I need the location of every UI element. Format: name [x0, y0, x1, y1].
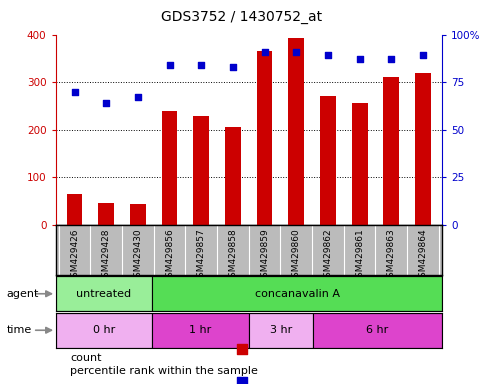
Text: 3 hr: 3 hr	[270, 325, 292, 335]
Bar	[415, 73, 431, 225]
Point	[71, 89, 78, 95]
Text: GDS3752 / 1430752_at: GDS3752 / 1430752_at	[161, 10, 322, 23]
Point	[238, 346, 245, 352]
Bar	[256, 51, 272, 225]
Text: percentile rank within the sample: percentile rank within the sample	[70, 366, 258, 376]
Text: GSM429857: GSM429857	[197, 228, 206, 283]
Bar	[193, 116, 209, 225]
Point	[229, 64, 237, 70]
Bar	[67, 194, 83, 225]
Point	[238, 379, 245, 384]
Text: GSM429860: GSM429860	[292, 228, 301, 283]
Text: GSM429862: GSM429862	[324, 228, 332, 283]
Bar	[152, 313, 249, 348]
Point	[387, 56, 395, 62]
Text: GSM429864: GSM429864	[418, 228, 427, 283]
Point	[198, 62, 205, 68]
Text: 6 hr: 6 hr	[367, 325, 389, 335]
Text: GSM429859: GSM429859	[260, 228, 269, 283]
Bar	[162, 111, 177, 225]
Text: GSM429863: GSM429863	[387, 228, 396, 283]
Bar	[320, 96, 336, 225]
Bar	[152, 276, 442, 311]
Bar	[130, 204, 146, 225]
Bar	[313, 313, 442, 348]
Text: untreated: untreated	[76, 289, 131, 299]
Text: count: count	[70, 353, 101, 363]
Point	[166, 62, 173, 68]
Bar	[249, 313, 313, 348]
Bar	[384, 77, 399, 225]
Bar	[288, 38, 304, 225]
Point	[134, 94, 142, 100]
Text: GSM429858: GSM429858	[228, 228, 238, 283]
Point	[419, 52, 427, 58]
Point	[261, 49, 269, 55]
Text: 0 hr: 0 hr	[93, 325, 115, 335]
Text: GSM429426: GSM429426	[70, 228, 79, 283]
Text: GSM429856: GSM429856	[165, 228, 174, 283]
Point	[356, 56, 364, 62]
Text: agent: agent	[6, 289, 39, 299]
Bar	[56, 276, 152, 311]
Text: time: time	[6, 325, 31, 335]
Text: 1 hr: 1 hr	[189, 325, 212, 335]
Text: GSM429861: GSM429861	[355, 228, 364, 283]
Text: GSM429430: GSM429430	[133, 228, 142, 283]
Bar	[99, 203, 114, 225]
Bar	[352, 103, 368, 225]
Bar	[225, 127, 241, 225]
Point	[292, 49, 300, 55]
Point	[102, 100, 110, 106]
Text: concanavalin A: concanavalin A	[255, 289, 340, 299]
Text: GSM429428: GSM429428	[102, 228, 111, 283]
Bar	[56, 313, 152, 348]
Point	[324, 52, 332, 58]
